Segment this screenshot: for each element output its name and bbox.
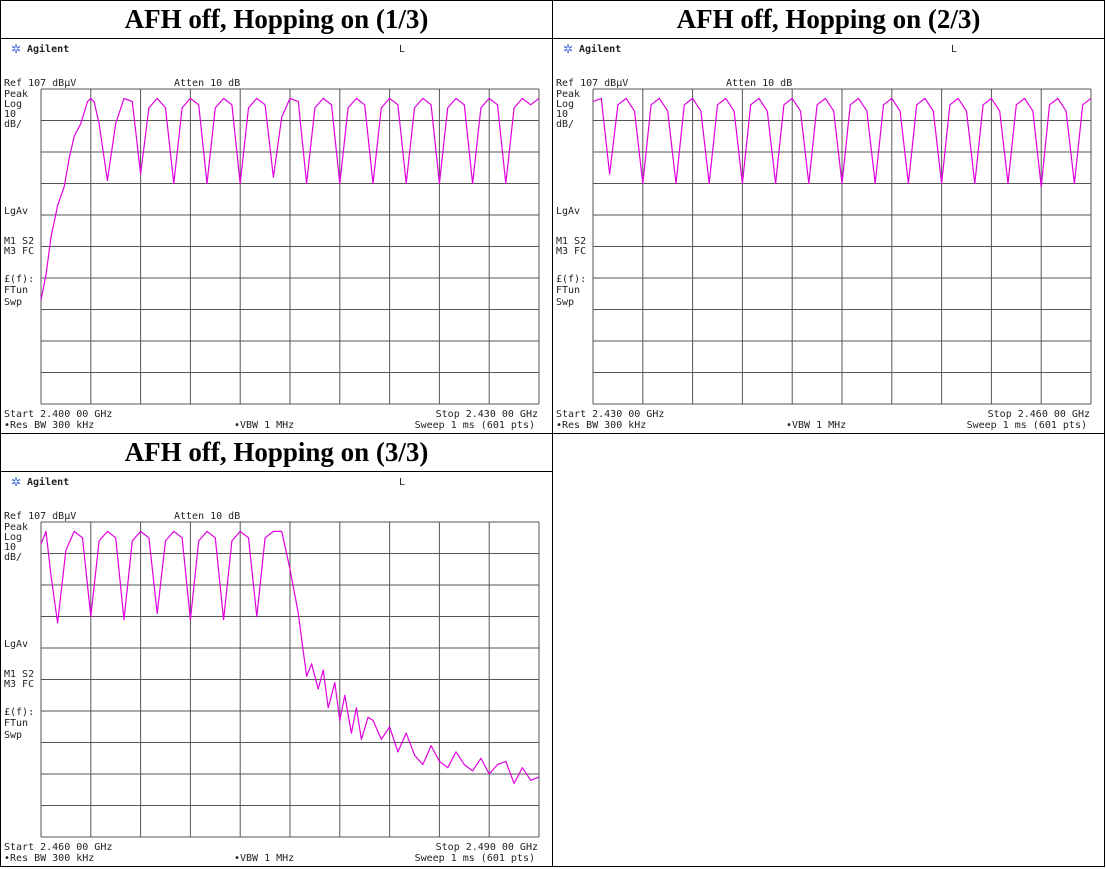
side-label: 10 bbox=[4, 542, 16, 553]
spectrum-trace bbox=[40, 530, 540, 785]
agilent-logo-icon: ✲ bbox=[11, 475, 21, 489]
sweep-time: Sweep 1 ms (601 pts) bbox=[967, 420, 1087, 431]
side-label: dB/ bbox=[4, 119, 22, 130]
graticule bbox=[592, 88, 1092, 405]
sweep-time: Sweep 1 ms (601 pts) bbox=[415, 853, 535, 864]
side-label: M3 FC bbox=[556, 246, 586, 257]
stop-frequency: Stop 2.460 00 GHz bbox=[988, 409, 1090, 420]
side-label: dB/ bbox=[556, 119, 574, 130]
side-label: Swp bbox=[556, 297, 574, 308]
spectrum-trace bbox=[40, 97, 540, 301]
panel-2-title-cell: AFH off, Hopping on (2/3) bbox=[552, 0, 1105, 40]
ref-level: Ref 107 dBμV bbox=[4, 511, 76, 522]
agilent-logo-icon: ✲ bbox=[563, 42, 573, 56]
side-label: LgAv bbox=[4, 639, 28, 650]
panel-3-cell: ✲ Agilent L Ref 107 dBμV Atten 10 dB Peak Log 1… bbox=[0, 471, 553, 867]
start-frequency: Start 2.460 00 GHz bbox=[4, 842, 112, 853]
side-label: M3 FC bbox=[4, 679, 34, 690]
graticule bbox=[40, 521, 540, 838]
brand-label: Agilent bbox=[27, 43, 69, 55]
panel-1-analyzer-screen: ✲ Agilent L Ref 107 dBμV Atten 10 dB Peak Log 1… bbox=[1, 39, 552, 433]
spectrum-plot: ✲ Agilent L Ref 107 dBμV Atten 10 dB PeakLog1… bbox=[4, 475, 540, 864]
resolution-bandwidth: •Res BW 300 kHz bbox=[4, 853, 94, 864]
brand-label: Agilent bbox=[579, 43, 621, 55]
panel-3-title-cell: AFH off, Hopping on (3/3) bbox=[0, 432, 553, 473]
attenuation: Atten 10 dB bbox=[174, 78, 240, 89]
side-label: Peak bbox=[4, 89, 28, 100]
panel-3-analyzer-screen: ✲ Agilent L Ref 107 dBμV Atten 10 dB Peak Log 1… bbox=[1, 472, 552, 866]
panel-2-analyzer-screen: ✲ Agilent L Ref 107 dBμV Atten 10 dB Peak Log 1… bbox=[553, 39, 1104, 433]
sweep-time: Sweep 1 ms (601 pts) bbox=[415, 420, 535, 431]
side-label: Log bbox=[4, 532, 22, 543]
side-label: FTun bbox=[556, 285, 580, 296]
side-label: Peak bbox=[4, 522, 28, 533]
side-label: dB/ bbox=[4, 552, 22, 563]
side-label: Log bbox=[556, 99, 574, 110]
panel-1-cell: ✲ Agilent L Ref 107 dBμV Atten 10 dB Peak Log 1… bbox=[0, 38, 553, 434]
attenuation: Atten 10 dB bbox=[174, 511, 240, 522]
side-label: M1 S2 bbox=[4, 236, 34, 247]
resolution-bandwidth: •Res BW 300 kHz bbox=[4, 420, 94, 431]
brand-label: Agilent bbox=[27, 476, 69, 488]
side-label: Log bbox=[4, 99, 22, 110]
ref-level: Ref 107 dBμV bbox=[556, 78, 628, 89]
ref-level: Ref 107 dBμV bbox=[4, 78, 76, 89]
spectrum-trace bbox=[592, 97, 1092, 188]
indicator-label: L bbox=[399, 477, 405, 488]
side-label: £(f): bbox=[556, 274, 586, 285]
video-bandwidth: •VBW 1 MHz bbox=[234, 420, 294, 431]
start-frequency: Start 2.400 00 GHz bbox=[4, 409, 112, 420]
side-label: FTun bbox=[4, 718, 28, 729]
panel-1-title: AFH off, Hopping on (1/3) bbox=[124, 4, 429, 34]
side-label: 10 bbox=[4, 109, 16, 120]
side-label: Peak bbox=[556, 89, 580, 100]
spectrum-plot: ✲ Agilent L Ref 107 dBμV Atten 10 dB PeakLog1… bbox=[4, 42, 540, 431]
panel-3-title: AFH off, Hopping on (3/3) bbox=[124, 436, 429, 467]
resolution-bandwidth: •Res BW 300 kHz bbox=[556, 420, 646, 431]
panel-2-cell: ✲ Agilent L Ref 107 dBμV Atten 10 dB Peak Log 1… bbox=[552, 38, 1105, 434]
side-label: M1 S2 bbox=[4, 669, 34, 680]
indicator-label: L bbox=[399, 44, 405, 55]
side-label: M3 FC bbox=[4, 246, 34, 257]
spectrum-plot: ✲ Agilent L Ref 107 dBμV Atten 10 dB PeakLog1… bbox=[556, 42, 1092, 431]
panel-2-title: AFH off, Hopping on (2/3) bbox=[676, 4, 981, 34]
side-label: LgAv bbox=[556, 206, 580, 217]
video-bandwidth: •VBW 1 MHz bbox=[234, 853, 294, 864]
side-label: FTun bbox=[4, 285, 28, 296]
side-label: £(f): bbox=[4, 707, 34, 718]
stop-frequency: Stop 2.490 00 GHz bbox=[436, 842, 538, 853]
attenuation: Atten 10 dB bbox=[726, 78, 792, 89]
side-label: £(f): bbox=[4, 274, 34, 285]
indicator-label: L bbox=[951, 44, 957, 55]
side-label: M1 S2 bbox=[556, 236, 586, 247]
side-label: Swp bbox=[4, 730, 22, 741]
start-frequency: Start 2.430 00 GHz bbox=[556, 409, 664, 420]
side-label: LgAv bbox=[4, 206, 28, 217]
video-bandwidth: •VBW 1 MHz bbox=[786, 420, 846, 431]
side-label: 10 bbox=[556, 109, 568, 120]
agilent-logo-icon: ✲ bbox=[11, 42, 21, 56]
panel-1-title-cell: AFH off, Hopping on (1/3) bbox=[0, 0, 553, 40]
graticule bbox=[40, 88, 540, 405]
side-label: Swp bbox=[4, 297, 22, 308]
empty-cell bbox=[552, 432, 1105, 868]
stop-frequency: Stop 2.430 00 GHz bbox=[436, 409, 538, 420]
